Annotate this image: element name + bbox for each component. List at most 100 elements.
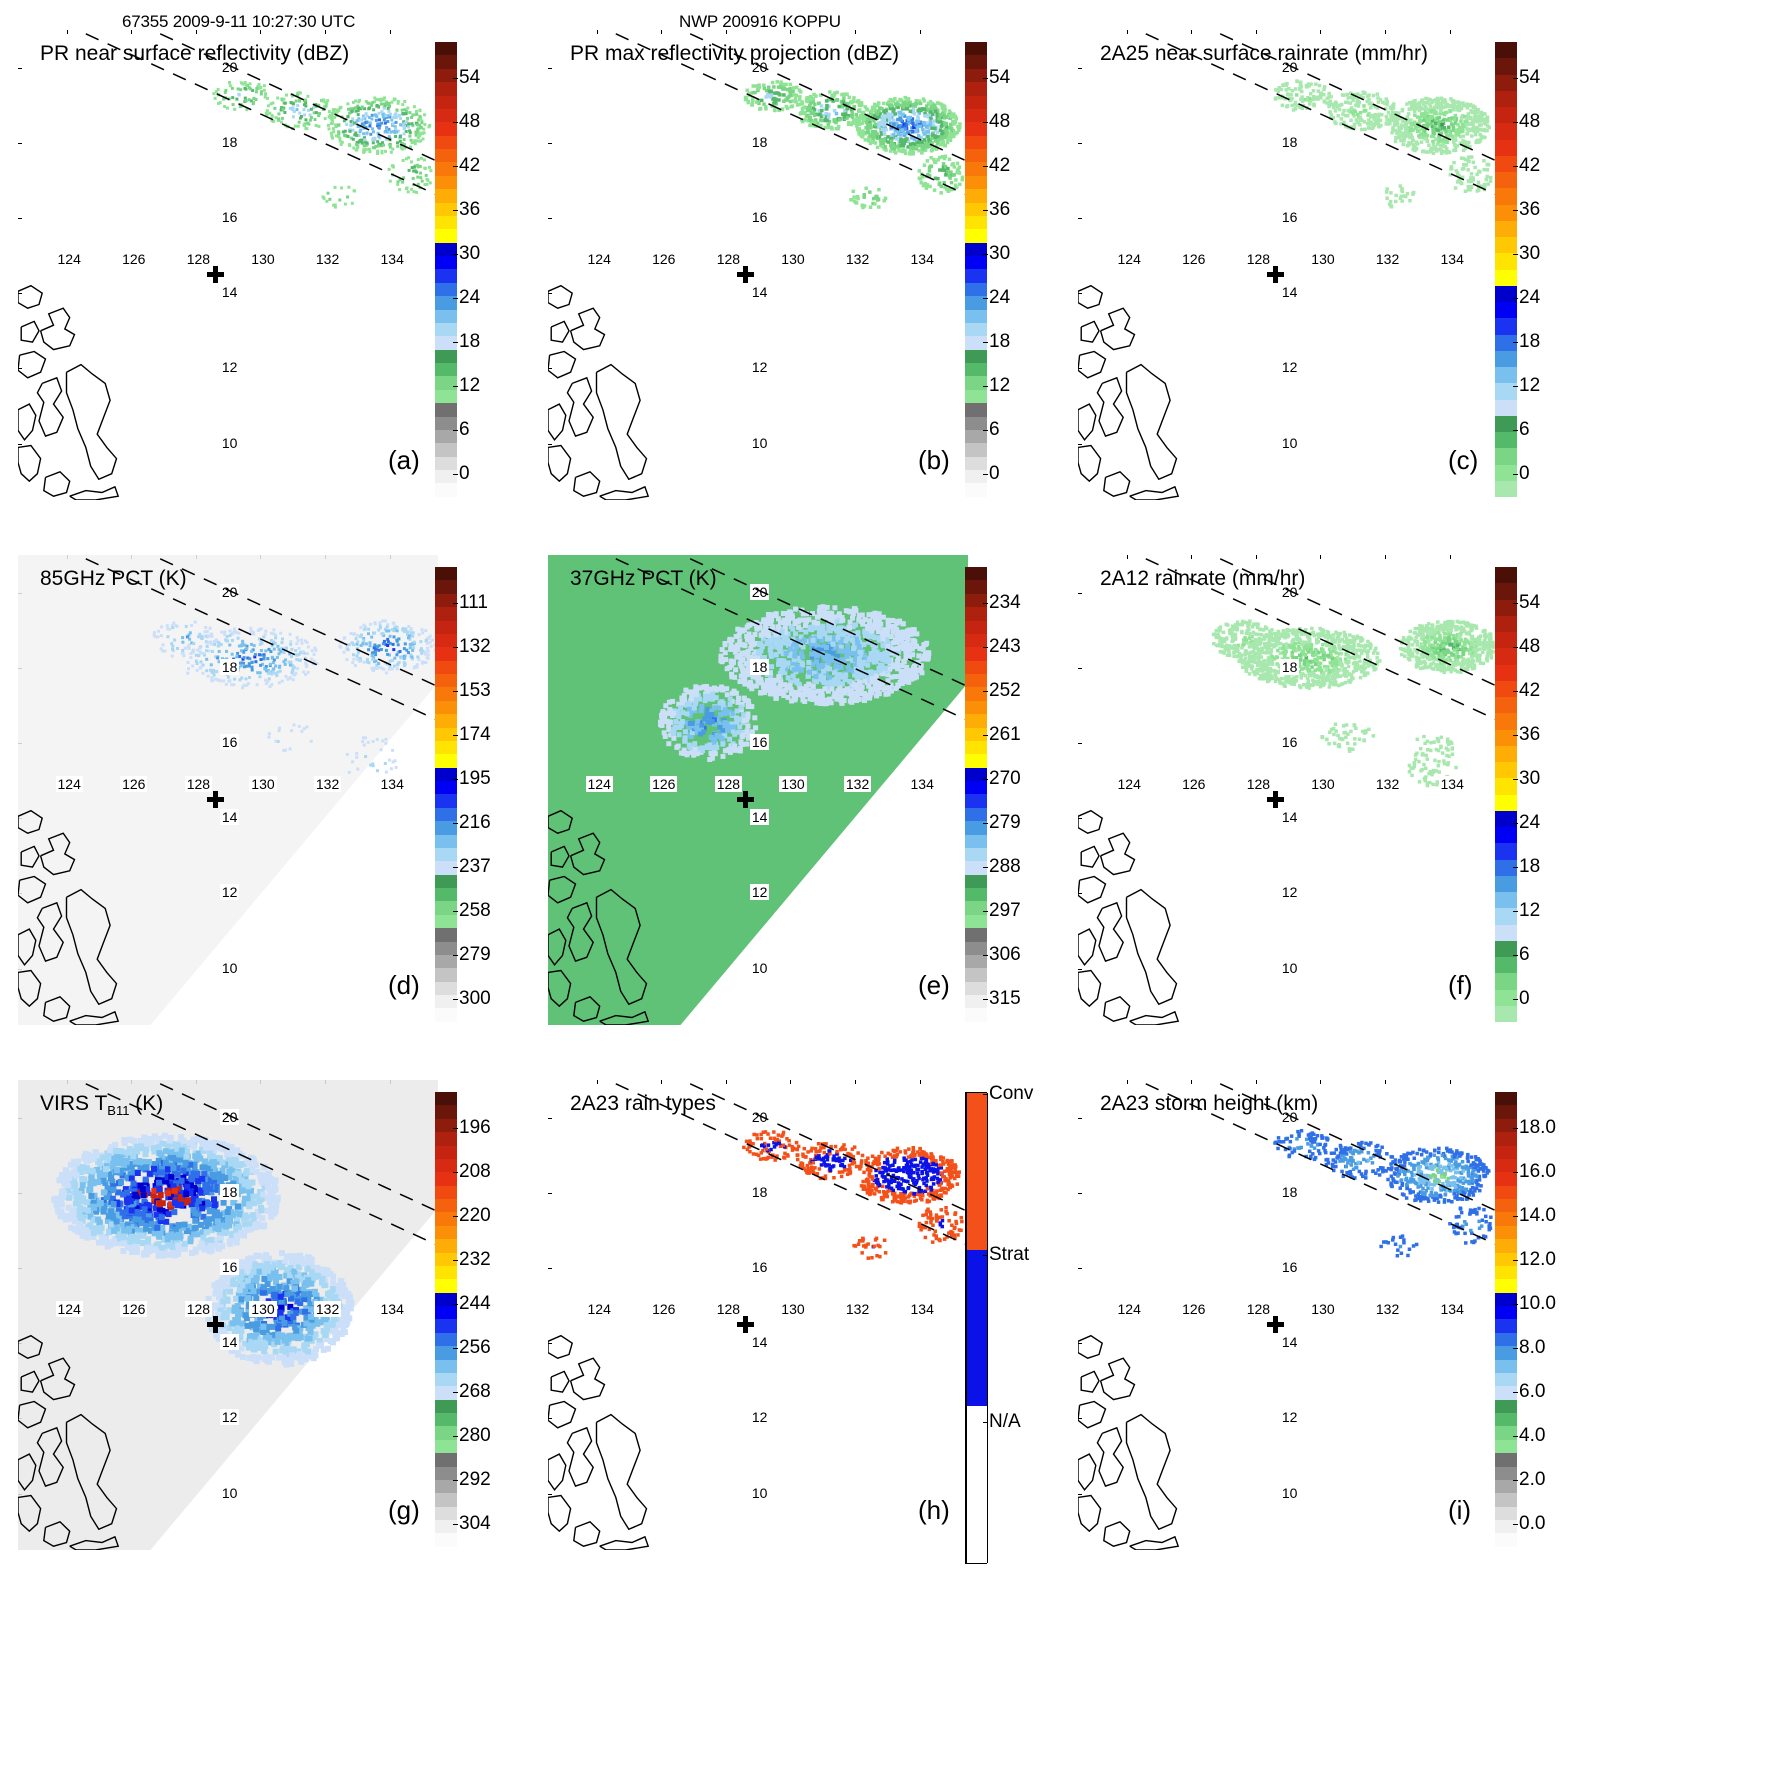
colorbar-segment (1495, 729, 1517, 746)
colorbar-segment (965, 888, 987, 902)
colorbar-segment (435, 1520, 457, 1534)
colorbar-segment (435, 202, 457, 216)
lon-tick-126: 126 (650, 1301, 678, 1318)
colorbar-segment (435, 1466, 457, 1480)
colorbar-segment (965, 620, 987, 634)
colorbar-segment (1495, 664, 1517, 681)
panel-label-d: (d) (388, 970, 420, 1000)
lon-tick-130: 130 (249, 776, 277, 793)
colorbar-tick-d-0: 111 (453, 592, 488, 613)
swath-edge-lines (1145, 33, 1498, 197)
colorbar-segment (1495, 1359, 1517, 1373)
colorbar-tick-g-7: 280 (453, 1424, 491, 1446)
lon-tick-132: 132 (843, 1301, 872, 1318)
lat-tick-20: 20 (1279, 1108, 1300, 1125)
colorbar-segment (435, 1158, 457, 1173)
map-b: 124 126 128 130 132 134 20 18 16 14 12 10 (548, 30, 968, 500)
lat-tick-12: 12 (749, 884, 770, 901)
lon-tick-132: 132 (1373, 1301, 1402, 1318)
colorbar-segment (1495, 1158, 1517, 1173)
colorbar-tick-b-4: 30 (982, 242, 1011, 264)
colorbar-segment (435, 687, 457, 701)
lat-tick-20: 20 (1279, 58, 1300, 75)
lat-tick-16: 16 (1279, 209, 1300, 225)
colorbar-segment (1495, 1005, 1517, 1022)
colorbar-segment (435, 135, 457, 149)
colorbar-segment (1495, 1386, 1517, 1400)
storm-center-marker (737, 1316, 755, 1334)
colorbar-tick-e-4: 270 (983, 767, 1021, 789)
colorbar-segment (435, 1132, 457, 1146)
colorbar-tick-c-1: 48 (1512, 110, 1541, 132)
colorbar-segment (1495, 1453, 1517, 1467)
lat-tick-14: 14 (749, 809, 770, 826)
colorbar-segment (1495, 632, 1517, 649)
colorbar-segment (435, 874, 457, 888)
colorbar-segment (435, 1279, 457, 1293)
lat-tick-14: 14 (1279, 284, 1300, 301)
lon-tick-128: 128 (1244, 1301, 1273, 1318)
colorbar-tick-i-5: 8.0 (1512, 1336, 1546, 1358)
lon-tick-128: 128 (184, 251, 213, 268)
lon-tick-128: 128 (714, 251, 743, 268)
colorbar-segment (1495, 42, 1517, 59)
colorbar-tick-i-2: 14.0 (1513, 1204, 1556, 1226)
colorbar-tick-a-0: 54 (452, 67, 481, 88)
lat-tick-18: 18 (1279, 133, 1300, 150)
colorbar-tick-b-8: 6 (983, 418, 1000, 440)
colorbar-segment (1495, 90, 1517, 107)
colorbar-segment (965, 727, 987, 741)
colorbar-tick-g-5: 256 (453, 1336, 491, 1358)
lat-tick-18: 18 (219, 1183, 240, 1200)
colorbar-segment (965, 954, 987, 969)
panel-f: 124 126 128 130 132 134 20 18 16 14 12 10 2A12 rainr… (1078, 555, 1498, 1025)
colorbar-segment (435, 1225, 457, 1240)
colorbar-e: 234 243 252 261 270 279 288 297 306 315 (965, 567, 1021, 1022)
lon-tick-126: 126 (1180, 776, 1208, 793)
data-layer-c (1273, 79, 1493, 209)
colorbar-g: 196 208 220 232 244 256 268 280 292 304 (435, 1092, 491, 1547)
colorbar-d: 111 132 153 174 195 216 237 258 279 300 (435, 567, 491, 1022)
colorbar-segment (435, 1439, 457, 1454)
colorbar-segment (435, 1506, 457, 1520)
colorbar-segment (965, 928, 987, 942)
colorbar-segment (435, 162, 457, 176)
lon-tick-128: 128 (1244, 776, 1273, 793)
colorbar-segment (1495, 139, 1517, 156)
swath-edge-lines (615, 33, 968, 197)
lat-tick-18: 18 (219, 133, 240, 150)
colorbar-segment (1495, 1279, 1517, 1293)
colorbar-segment (1495, 1520, 1517, 1534)
colorbar-segment (1495, 302, 1517, 319)
colorbar-segment (965, 215, 987, 230)
colorbar-segment (1495, 892, 1517, 909)
lon-tick-128: 128 (184, 1301, 213, 1318)
colorbar-segment (965, 42, 987, 56)
data-layer-a (212, 81, 433, 209)
colorbar-tick-b-3: 36 (982, 198, 1011, 220)
colorbar-segment (435, 1533, 457, 1547)
colorbar-segment (965, 968, 987, 982)
colorbar-segment (435, 1008, 457, 1022)
panel-d: 124 126 128 130 132 134 20 18 16 14 12 10 85GHz PCT … (18, 555, 438, 1025)
lon-tick-124: 124 (55, 1301, 83, 1318)
colorbar-tick-b-7: 12 (982, 374, 1011, 396)
colorbar-segment (965, 296, 987, 310)
colorbar-segment (435, 1413, 457, 1427)
panel-title-e: 37GHz PCT (K) (570, 567, 717, 590)
colorbar-tick-f-9: 0 (1513, 987, 1530, 1009)
colorbar-tick-b-9: 0 (983, 462, 1000, 484)
colorbar-segment (1495, 680, 1517, 697)
colorbar-tick-g-4: 244 (453, 1292, 491, 1314)
colorbar-tick-c-4: 30 (1512, 242, 1541, 264)
colorbar-segment (1495, 204, 1517, 221)
colorbar-segment (435, 901, 457, 915)
colorbar-tick-e-3: 261 (983, 723, 1021, 745)
colorbar-segment (1495, 383, 1517, 400)
colorbar-segment (1495, 253, 1517, 270)
colorbar-segment (435, 968, 457, 982)
lat-tick-20: 20 (219, 1108, 240, 1125)
colorbar-tick-f-8: 6 (1513, 943, 1530, 965)
colorbar-segment (1495, 1306, 1517, 1320)
lat-tick-10: 10 (219, 959, 240, 976)
